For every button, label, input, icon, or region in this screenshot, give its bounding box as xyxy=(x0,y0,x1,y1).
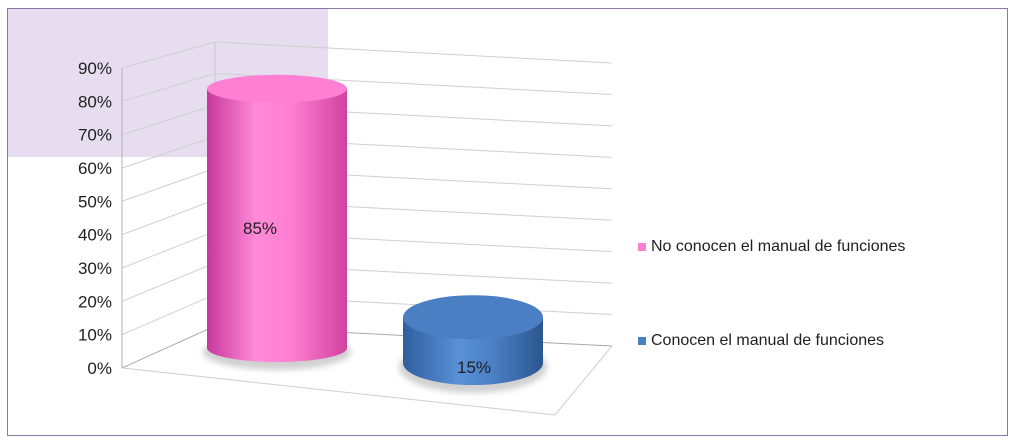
legend-swatch xyxy=(638,243,646,251)
legend-label: Conocen el manual de funciones xyxy=(651,332,885,349)
y-tick-label: 50% xyxy=(78,192,112,211)
grid-line xyxy=(121,73,613,102)
y-tick-label: 0% xyxy=(87,359,112,378)
grid-line xyxy=(121,167,613,202)
y-tick-label: 70% xyxy=(78,126,112,145)
grid-line xyxy=(121,199,613,236)
data-labels: 85% 15% xyxy=(243,219,491,377)
bar-cylinder-top xyxy=(403,295,543,340)
grid-line xyxy=(121,262,613,302)
y-tick-label: 30% xyxy=(78,259,112,278)
legend-item: Conocen el manual de funciones xyxy=(638,332,884,350)
data-label: 15% xyxy=(457,358,491,377)
y-axis xyxy=(121,68,613,416)
bars xyxy=(203,74,547,393)
floor-right-edge xyxy=(554,345,613,416)
y-tick-label: 40% xyxy=(78,226,112,245)
y-tick-label: 90% xyxy=(78,59,112,78)
legend-item: No conocen el manual de funciones xyxy=(638,238,905,256)
grid-line xyxy=(121,230,613,269)
grid-line xyxy=(121,41,613,69)
y-tick-label: 60% xyxy=(78,159,112,178)
y-tick-label: 20% xyxy=(78,292,112,311)
legend-swatch xyxy=(638,337,646,345)
legend-label: No conocen el manual de funciones xyxy=(651,238,906,255)
floor-front-edge xyxy=(121,367,556,416)
y-tick-labels: 0% 10% 20% 30% 40% 50% 60% 70% 80% 90% xyxy=(78,59,112,378)
y-tick-label: 80% xyxy=(78,92,112,111)
data-label: 85% xyxy=(243,219,277,238)
bar-cylinder-body xyxy=(207,88,347,362)
y-tick-label: 10% xyxy=(78,326,112,345)
bar-cylinder-top xyxy=(207,74,347,103)
